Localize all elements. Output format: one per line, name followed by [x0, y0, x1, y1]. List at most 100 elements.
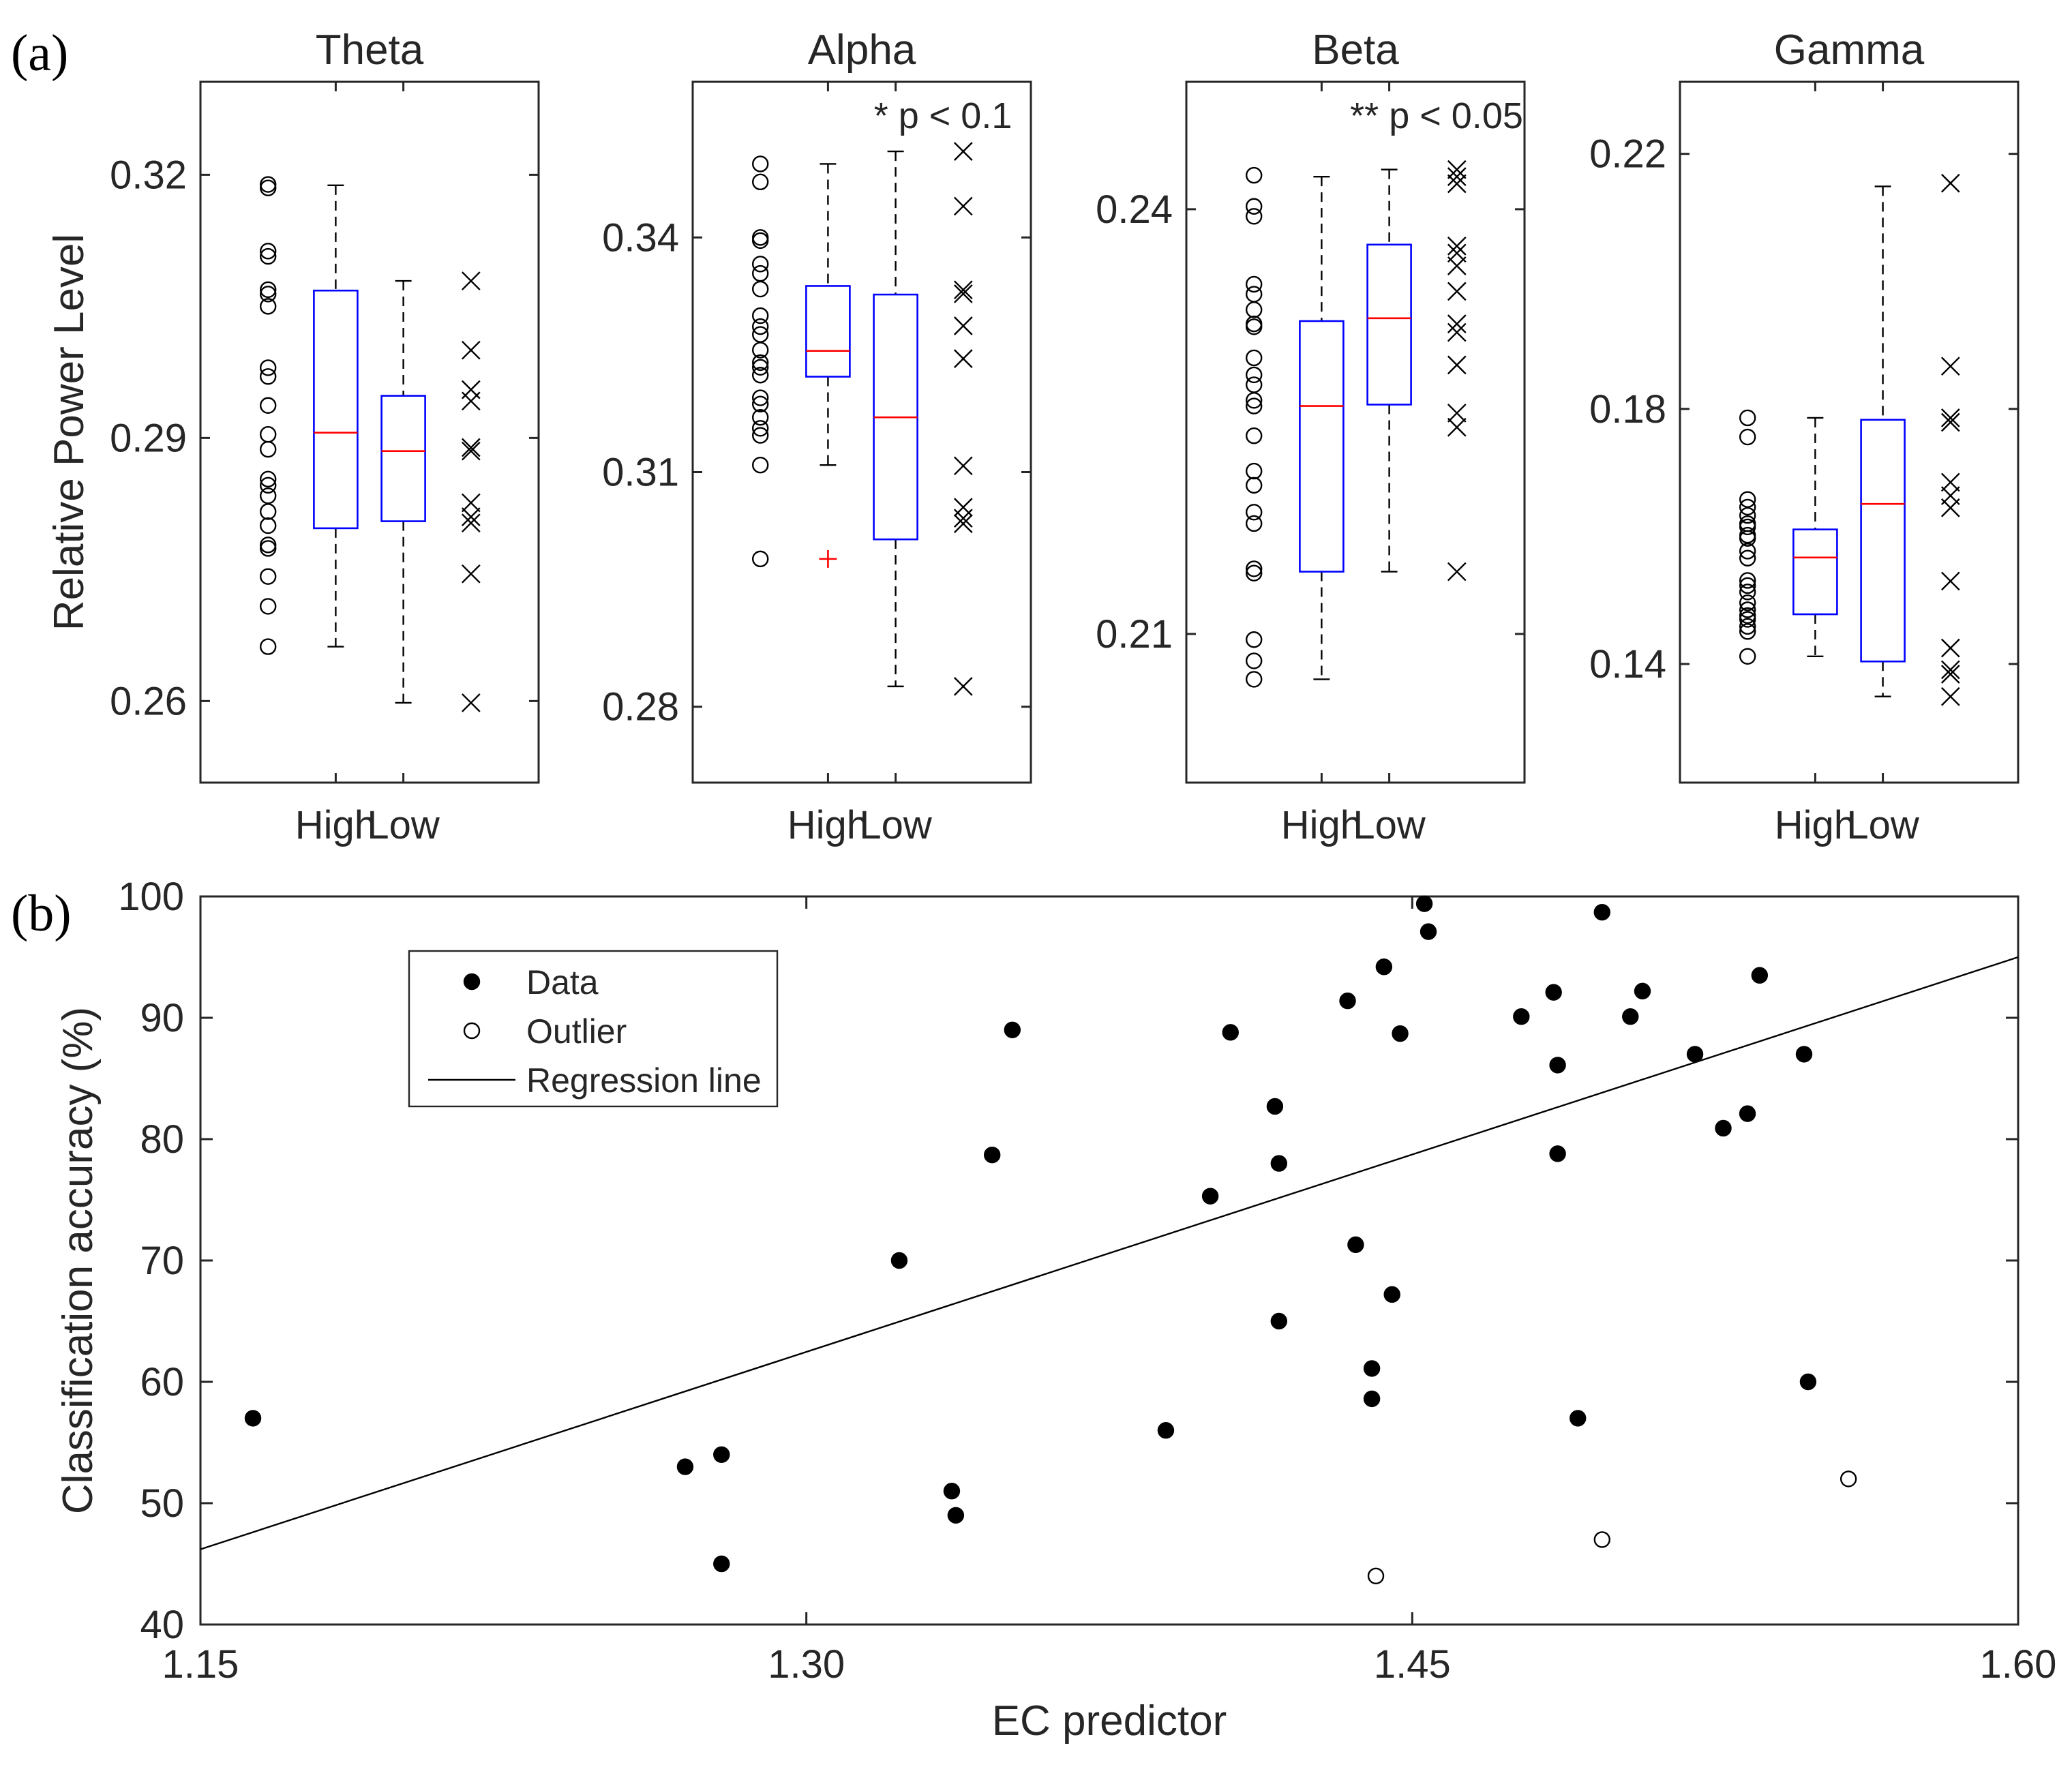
- data-point-low: [1940, 412, 1960, 432]
- data-point-high: [260, 179, 277, 196]
- data-point-low: [461, 271, 481, 290]
- data-point-low: [461, 693, 481, 712]
- data-point: [1739, 1105, 1756, 1122]
- data-point-high: [1245, 376, 1263, 393]
- data-point-low: [461, 493, 481, 513]
- x-category-label: High: [295, 803, 376, 847]
- data-point-high: [1739, 584, 1756, 601]
- y-tick-label: 40: [140, 1603, 184, 1647]
- data-point-high: [1739, 607, 1756, 624]
- data-point-low-stroke: [953, 677, 973, 696]
- data-point-low-stroke: [953, 142, 973, 161]
- data-point: [1270, 1312, 1288, 1330]
- data-point-high: [751, 367, 769, 384]
- box-high: [1792, 417, 1838, 657]
- data-point-low: [461, 340, 481, 360]
- x-axis-label: EC predictor: [992, 1697, 1227, 1745]
- data-point-high: [751, 318, 769, 335]
- data-point-low: [1447, 237, 1467, 256]
- data-point-high: [1245, 198, 1263, 215]
- data-point-high: [1245, 275, 1263, 293]
- box-low: [380, 280, 426, 704]
- data-point-low-stroke: [461, 693, 481, 712]
- data-point-high: [260, 359, 277, 376]
- legend: Data Outlier Regression line: [408, 950, 779, 1108]
- data-point-low-stroke: [1940, 408, 1960, 427]
- data-point: [1686, 1046, 1704, 1063]
- data-point: [713, 1446, 730, 1464]
- data-point: [1415, 895, 1433, 912]
- data-point-low-stroke: [1447, 237, 1467, 256]
- data-point-low-stroke: [1940, 173, 1960, 193]
- data-point: [983, 1146, 1001, 1164]
- y-tick-label: 0.24: [1096, 187, 1173, 232]
- data-point-low-stroke: [1940, 357, 1960, 376]
- box-high: [805, 163, 851, 568]
- data-point-low: [1447, 282, 1467, 301]
- data-point-low-stroke: [1940, 638, 1960, 658]
- data-point-high: [1245, 564, 1263, 582]
- data-point-high: [260, 477, 277, 494]
- data-point-high: [1739, 549, 1756, 567]
- data-point: [1799, 1373, 1817, 1391]
- data-point-low: [461, 564, 481, 584]
- x-tick-label: 1.60: [1980, 1642, 2057, 1687]
- data-point-high: [751, 354, 769, 372]
- box-high: [313, 184, 359, 648]
- box-low: [1366, 168, 1412, 573]
- data-point-high: [1245, 349, 1263, 367]
- data-point-low: [461, 441, 481, 461]
- data-point-high: [1245, 504, 1263, 521]
- data-point-low-stroke: [953, 284, 973, 303]
- data-point: [1375, 958, 1393, 976]
- data-point-low-stroke: [461, 564, 481, 584]
- y-tick-label: 0.34: [602, 215, 679, 260]
- data-point-high: [1739, 518, 1756, 536]
- data-point-low-stroke: [461, 391, 481, 411]
- iqr-box: [313, 289, 359, 530]
- data-point-low: [1940, 660, 1960, 680]
- data-point-high: [751, 232, 769, 250]
- iqr-box: [805, 285, 851, 378]
- box-low: [1860, 185, 1906, 697]
- data-point-high: [1245, 366, 1263, 384]
- data-point-low-stroke: [461, 507, 481, 527]
- y-tick-label: 0.29: [110, 416, 187, 460]
- data-point: [1545, 984, 1562, 1001]
- data-point: [244, 1410, 262, 1427]
- data-point-low: [953, 142, 973, 161]
- legend-marker-outlier: [463, 1022, 481, 1040]
- box-high: [1299, 175, 1345, 680]
- legend-entry: Data: [526, 963, 599, 1001]
- outlier-point: [1593, 1531, 1610, 1548]
- data-point-low-stroke: [461, 271, 481, 290]
- data-point-low-stroke: [1447, 174, 1467, 194]
- data-point: [1715, 1119, 1732, 1137]
- data-point: [1513, 1008, 1530, 1025]
- data-point-high: [751, 359, 769, 376]
- data-point: [943, 1482, 961, 1500]
- data-point-low: [1940, 472, 1960, 492]
- data-point-low: [953, 509, 973, 528]
- data-point-high: [1245, 286, 1263, 303]
- y-tick-label: 80: [140, 1117, 184, 1162]
- data-point-high: [751, 389, 769, 406]
- x-tick-label: 1.15: [162, 1642, 239, 1687]
- y-tick-label: 0.18: [1589, 387, 1666, 432]
- data-point-high: [260, 176, 277, 193]
- data-point-low-stroke: [1447, 314, 1467, 333]
- data-point-high: [1739, 648, 1756, 665]
- data-point-low-stroke: [1447, 167, 1467, 186]
- data-point-low: [953, 280, 973, 300]
- data-point-high: [1739, 611, 1756, 628]
- data-point-low-stroke: [1940, 498, 1960, 517]
- iqr-box: [1366, 243, 1412, 406]
- data-point-high: [1739, 623, 1756, 640]
- data-point: [713, 1555, 730, 1573]
- data-point: [1795, 1046, 1813, 1063]
- data-point-high: [751, 420, 769, 437]
- chart-title: Beta: [1312, 27, 1399, 74]
- data-point: [1420, 923, 1437, 940]
- data-point-high: [260, 298, 277, 315]
